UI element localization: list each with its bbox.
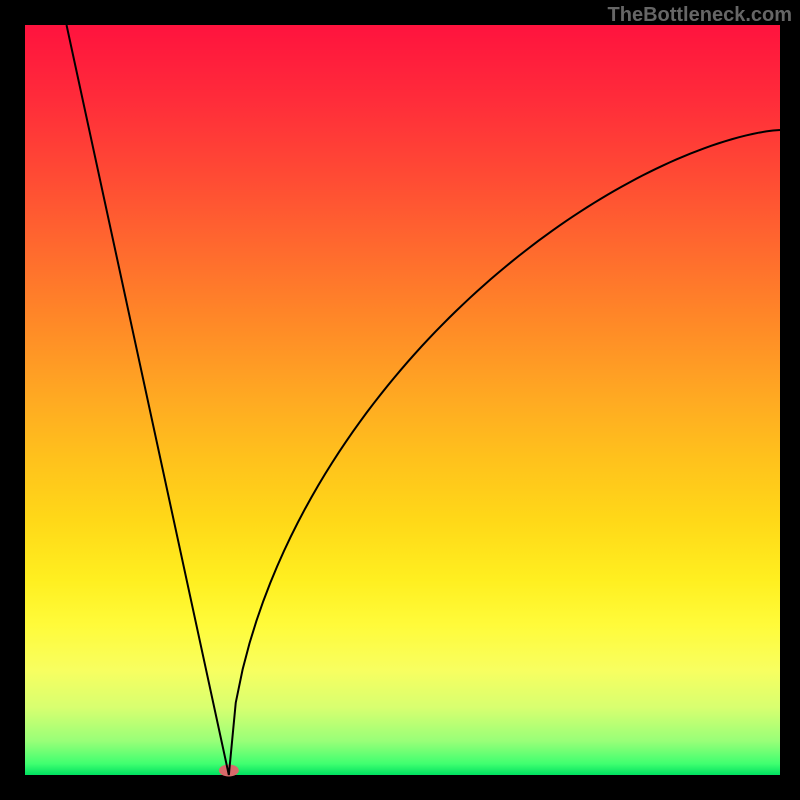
bottleneck-chart (0, 0, 800, 800)
watermark-text: TheBottleneck.com (608, 4, 792, 27)
gradient-background (25, 25, 780, 775)
chart-container: TheBottleneck.com (0, 0, 800, 800)
